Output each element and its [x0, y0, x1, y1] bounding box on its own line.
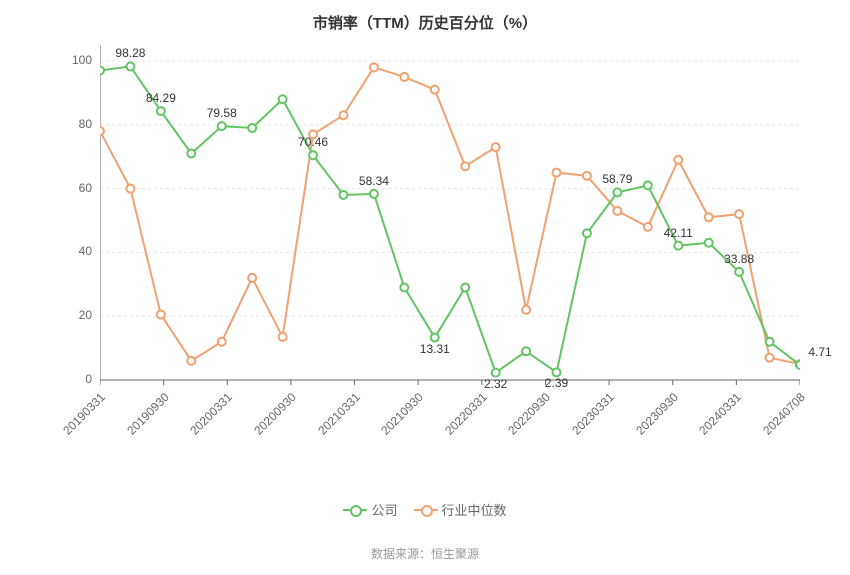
legend-swatch	[343, 503, 367, 517]
data-point	[766, 354, 774, 362]
plot-area	[100, 45, 800, 380]
y-tick-label: 40	[79, 244, 92, 258]
legend-item[interactable]: 公司	[343, 500, 397, 519]
data-point	[100, 127, 104, 135]
data-point	[613, 188, 621, 196]
legend-label: 公司	[371, 500, 397, 519]
y-tick-label: 80	[79, 117, 92, 131]
data-point	[705, 213, 713, 221]
data-label: 58.79	[602, 172, 632, 186]
data-point	[674, 156, 682, 164]
data-point	[187, 357, 195, 365]
x-tick-label: 20200331	[225, 390, 235, 400]
data-point	[674, 242, 682, 250]
data-label: 70.46	[298, 135, 328, 149]
data-point	[370, 63, 378, 71]
data-point	[100, 67, 104, 75]
x-tick-label: 20210930	[416, 390, 426, 400]
x-tick-label: 20220331	[480, 390, 490, 400]
data-point	[735, 268, 743, 276]
chart-title: 市销率（TTM）历史百分位（%）	[0, 12, 850, 33]
legend-label: 行业中位数	[442, 500, 507, 519]
data-label: 84.29	[146, 91, 176, 105]
data-point	[400, 73, 408, 81]
data-label: 42.11	[664, 226, 693, 240]
data-point	[735, 210, 743, 218]
data-point	[339, 111, 347, 119]
data-point	[644, 223, 652, 231]
data-label: 4.71	[808, 345, 831, 359]
x-tick-label: 20210331	[353, 390, 363, 400]
data-point	[157, 107, 165, 115]
series-industry-line	[100, 67, 800, 364]
data-point	[400, 283, 408, 291]
data-point	[126, 62, 134, 70]
data-point	[218, 338, 226, 346]
chart-svg	[100, 45, 800, 386]
data-point	[553, 368, 561, 376]
x-tick-label: 20200930	[289, 390, 299, 400]
y-tick-label: 100	[72, 53, 92, 67]
data-label: 79.58	[207, 106, 237, 120]
x-tick-label: 20190930	[162, 390, 172, 400]
data-point	[492, 143, 500, 151]
data-point	[370, 190, 378, 198]
data-label: 58.34	[359, 174, 389, 188]
data-label: 33.88	[724, 252, 754, 266]
data-label: 13.31	[420, 342, 450, 356]
data-point	[461, 283, 469, 291]
x-tick-label: 20190331	[98, 390, 108, 400]
y-tick-label: 20	[79, 308, 92, 322]
data-point	[248, 274, 256, 282]
data-point	[187, 149, 195, 157]
data-label: 2.32	[484, 377, 507, 391]
data-point	[583, 172, 591, 180]
data-point	[613, 207, 621, 215]
data-point	[553, 169, 561, 177]
data-point	[279, 95, 287, 103]
data-point	[583, 229, 591, 237]
data-point	[492, 369, 500, 377]
source-text: 数据来源：恒生聚源	[0, 545, 850, 562]
y-tick-label: 0	[85, 372, 92, 386]
data-point	[461, 162, 469, 170]
data-label: 98.28	[115, 46, 145, 60]
data-point	[218, 122, 226, 130]
legend: 公司 行业中位数	[0, 500, 850, 520]
x-tick-label: 20240331	[734, 390, 744, 400]
x-tick-label: 20240708	[798, 390, 808, 400]
data-point	[431, 334, 439, 342]
legend-item[interactable]: 行业中位数	[414, 500, 507, 519]
x-tick-label: 20220930	[543, 390, 553, 400]
series-company-line	[100, 66, 800, 372]
data-point	[766, 338, 774, 346]
data-point	[522, 306, 530, 314]
data-point	[248, 124, 256, 132]
x-tick-label: 20230331	[607, 390, 617, 400]
data-point	[796, 361, 800, 369]
x-tick-label: 20230930	[671, 390, 681, 400]
data-point	[279, 333, 287, 341]
data-point	[644, 181, 652, 189]
y-tick-label: 60	[79, 181, 92, 195]
data-point	[339, 191, 347, 199]
data-point	[705, 239, 713, 247]
legend-swatch	[414, 503, 438, 517]
data-point	[431, 86, 439, 94]
data-label: 2.39	[545, 376, 568, 390]
data-point	[309, 151, 317, 159]
data-point	[126, 185, 134, 193]
data-point	[522, 347, 530, 355]
chart-container: 市销率（TTM）历史百分位（%） 0 20 40 60 80 100 20190331 20…	[0, 0, 850, 575]
data-point	[157, 311, 165, 319]
